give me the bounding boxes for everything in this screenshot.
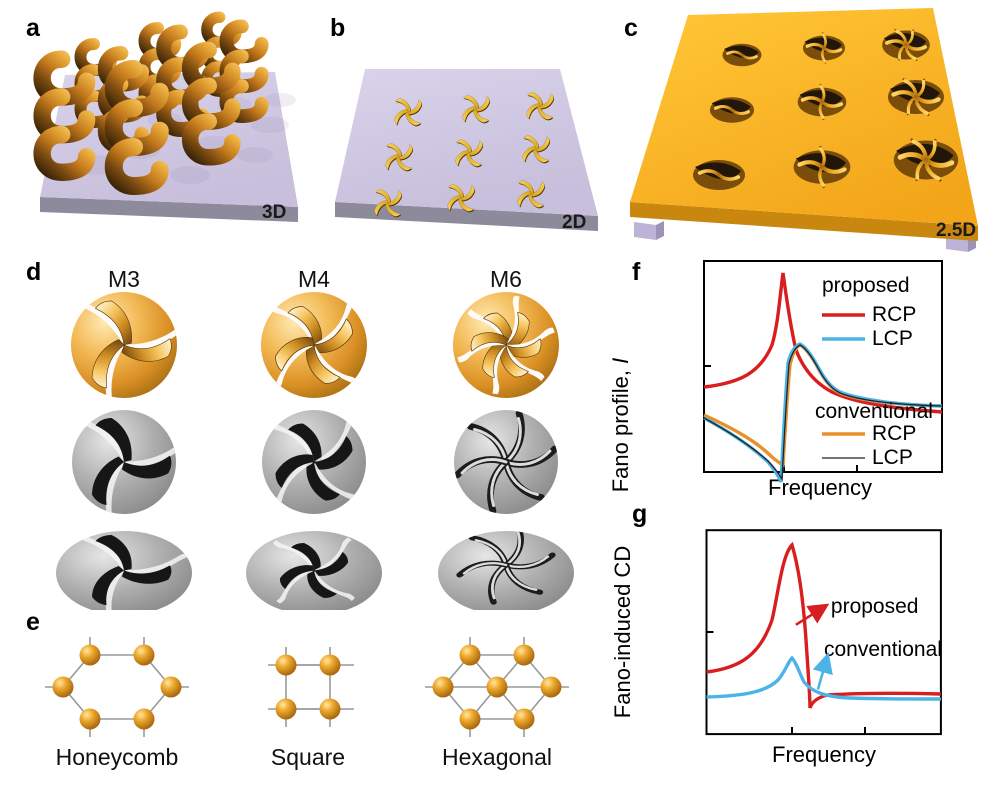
svg-text:LCP: LCP	[872, 327, 913, 350]
svg-text:proposed: proposed	[831, 595, 919, 618]
svg-text:2.5D: 2.5D	[936, 220, 976, 241]
svg-text:Hexagonal: Hexagonal	[442, 744, 552, 770]
svg-text:proposed: proposed	[822, 274, 910, 297]
svg-text:Square: Square	[271, 744, 345, 770]
svg-text:Honeycomb: Honeycomb	[56, 744, 179, 770]
svg-text:3D: 3D	[262, 202, 286, 223]
svg-text:LCP: LCP	[872, 446, 913, 469]
svg-text:M3: M3	[108, 266, 140, 292]
svg-text:M6: M6	[490, 266, 522, 292]
svg-text:Frequency: Frequency	[772, 742, 876, 767]
svg-text:RCP: RCP	[872, 422, 916, 445]
svg-text:conventional: conventional	[824, 638, 942, 661]
svg-text:conventional: conventional	[815, 400, 933, 423]
svg-text:Frequency: Frequency	[768, 475, 872, 500]
svg-text:Fano-induced CD: Fano-induced CD	[610, 546, 635, 718]
svg-text:2D: 2D	[562, 212, 586, 233]
svg-text:RCP: RCP	[872, 303, 916, 326]
svg-text:Fano profile, I: Fano profile, I	[608, 358, 633, 493]
svg-text:M4: M4	[298, 266, 330, 292]
